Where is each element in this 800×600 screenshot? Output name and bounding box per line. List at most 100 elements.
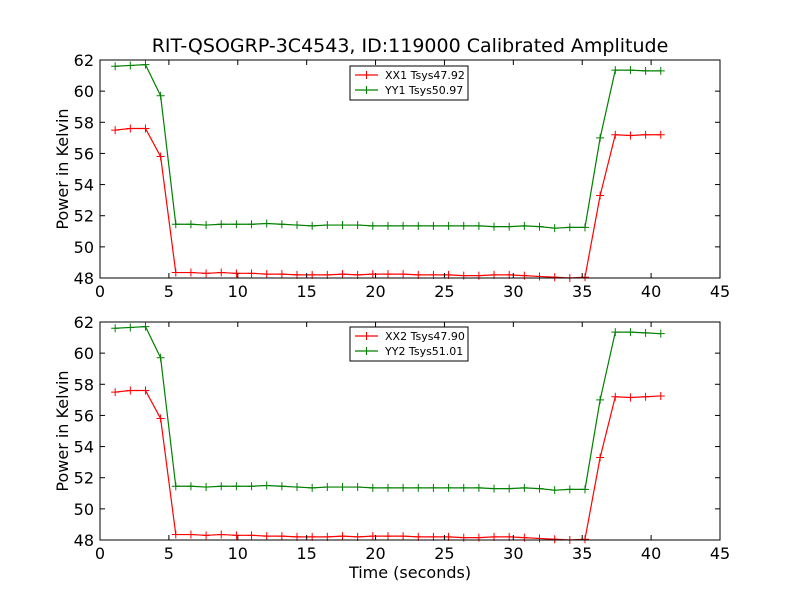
data-point (368, 221, 377, 230)
data-point (217, 220, 226, 229)
data-point (399, 483, 408, 492)
plot-frame (99, 321, 721, 541)
data-point (232, 531, 241, 540)
data-point (156, 353, 165, 362)
y-tick-label: 52 (74, 469, 94, 488)
x-axis-label: Time (seconds) (348, 563, 471, 582)
series-2 (111, 60, 665, 233)
data-point (459, 221, 468, 230)
data-point (490, 222, 499, 231)
x-tick-label: 5 (164, 544, 174, 563)
data-point (611, 392, 620, 401)
legend-marker (362, 71, 371, 79)
data-point (353, 221, 362, 230)
data-point (641, 392, 650, 401)
data-point (111, 62, 120, 71)
y-tick-label: 50 (74, 500, 94, 519)
data-point (656, 66, 665, 75)
data-point (414, 221, 423, 230)
data-point (353, 483, 362, 492)
data-point (399, 270, 408, 279)
y-tick-label: 54 (74, 438, 94, 457)
data-point (611, 66, 620, 75)
data-point (626, 328, 635, 337)
data-point (383, 270, 392, 279)
legend-marker (362, 347, 371, 355)
y-axis-label: Power in Kelvin (53, 370, 72, 491)
data-point (277, 270, 286, 279)
data-point (141, 60, 150, 69)
legend-label: XX1 Tsys47.92 (385, 69, 465, 82)
x-tick-label: 35 (572, 544, 592, 563)
data-point (535, 222, 544, 231)
data-point (126, 323, 135, 332)
x-tick-label: 35 (572, 282, 592, 301)
y-tick-label: 62 (74, 51, 94, 70)
data-point (505, 484, 514, 493)
data-point (535, 534, 544, 543)
data-point (186, 268, 195, 277)
data-point (308, 221, 317, 230)
data-point (202, 531, 211, 540)
x-tick-label: 15 (296, 282, 316, 301)
data-point (656, 391, 665, 400)
data-point (596, 395, 605, 404)
data-point (232, 482, 241, 491)
panels: 0 5 10 15 20 25 30 35 40 454850525456586062Power … (53, 51, 730, 582)
legend-label: YY1 Tsys50.97 (384, 84, 463, 97)
x-tick-label: 20 (365, 544, 385, 563)
data-point (156, 91, 165, 100)
data-point (626, 131, 635, 140)
data-point (550, 273, 559, 282)
legend-marker (362, 332, 371, 340)
data-point (141, 124, 150, 133)
data-point (277, 220, 286, 229)
y-tick-label: 62 (74, 313, 94, 332)
data-point (474, 221, 483, 230)
data-point (611, 328, 620, 337)
data-point (550, 535, 559, 544)
x-tick-label: 30 (503, 282, 523, 301)
data-point (156, 152, 165, 161)
y-tick-label: 60 (74, 344, 94, 363)
data-point (580, 485, 589, 494)
data-point (217, 482, 226, 491)
data-point (141, 322, 150, 331)
data-point (656, 130, 665, 139)
data-point (383, 532, 392, 541)
x-tick-label: 45 (710, 282, 730, 301)
legend-item: YY2 Tsys51.01 (355, 345, 463, 358)
data-point (111, 324, 120, 333)
data-point (262, 481, 271, 490)
x-tick-label: 45 (710, 544, 730, 563)
chart-panel-1: 0 5 10 15 20 25 30 35 40 45 48 50 52 54 56 58 60 62 Power … (53, 51, 730, 301)
x-tick-label: 15 (296, 544, 316, 563)
data-point (414, 483, 423, 492)
data-point (186, 482, 195, 491)
y-tick-label: 50 (74, 238, 94, 257)
legend: XX2 Tsys47.90 YY2 Tsys51.01 (349, 326, 469, 362)
y-axis-label: Power in Kelvin (53, 108, 72, 229)
x-tick-label: 0 (95, 282, 105, 301)
data-point (232, 220, 241, 229)
x-tick-label: 40 (641, 544, 661, 563)
data-point (186, 220, 195, 229)
data-point (217, 530, 226, 539)
y-tick-label: 48 (74, 269, 94, 288)
legend-box (349, 65, 469, 101)
x-tick-label: 10 (228, 544, 248, 563)
x-tick-label: 5 (164, 282, 174, 301)
data-point (111, 126, 120, 135)
data-point (490, 484, 499, 493)
data-point (383, 483, 392, 492)
data-point (171, 482, 180, 491)
data-point (277, 482, 286, 491)
y-tick-label: 56 (74, 144, 94, 163)
data-point (171, 530, 180, 539)
data-point (399, 221, 408, 230)
chart-panel-2: 0 5 10 15 20 25 30 35 40 45 48 50 52 54 56 58 60 62 Power … (53, 313, 730, 582)
data-point (535, 484, 544, 493)
data-point (293, 483, 302, 492)
data-point (596, 191, 605, 200)
data-point (338, 270, 347, 279)
